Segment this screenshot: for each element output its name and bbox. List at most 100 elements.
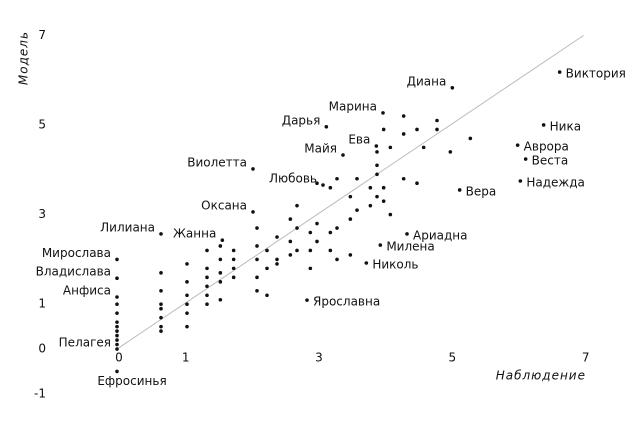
point-label: Любовь [269,172,317,186]
point-label: Милена [386,240,434,254]
point [159,324,163,329]
y-tick-label: 3 [38,207,46,221]
x-tick-label: 5 [449,351,457,365]
point [159,329,163,333]
point [364,261,369,265]
point [518,179,523,183]
point [159,288,163,293]
x-tick-label: 7 [582,351,590,365]
point [205,266,209,271]
point [185,280,189,284]
point [159,306,163,311]
point [265,248,269,253]
point [381,111,385,115]
point [341,153,345,157]
point [159,302,163,307]
point [255,244,259,248]
point-label: Ева [348,133,370,147]
point [450,85,455,90]
point [415,127,419,132]
y-tick-label: 0 [38,342,46,356]
point-label: Вера [466,184,497,198]
point-label: Диана [407,74,447,88]
point [541,123,546,127]
point [295,226,299,230]
point [159,271,163,275]
point [218,244,223,248]
point [381,185,386,190]
point [381,199,386,203]
point [315,239,319,244]
point [335,257,339,262]
point [348,217,353,221]
point [159,315,163,320]
point [468,136,473,141]
point [348,194,353,199]
point-label: Веста [532,154,569,168]
point [405,232,409,236]
point [185,324,189,329]
point [265,266,269,271]
point [265,293,269,298]
point [523,157,528,161]
point-label: Николь [372,257,418,271]
point [295,203,299,208]
point [457,188,462,192]
point [115,295,119,299]
point [348,253,353,257]
reference-line [116,34,584,350]
point [275,262,279,266]
point [115,324,119,329]
point-label: Ефросинья [97,374,166,388]
point [328,248,333,253]
point [557,70,562,74]
point-label: Майя [304,142,337,156]
x-tick-label: 3 [315,351,323,365]
point [381,127,386,132]
point [328,230,333,235]
point-label: Мирослава [42,246,111,260]
point [275,257,279,262]
point [328,185,333,190]
point [324,124,329,129]
point [251,210,255,214]
point [205,302,209,307]
point [288,253,293,257]
point [401,114,406,118]
point [255,288,259,293]
point [415,181,419,186]
point-label: Ярославна [313,295,380,309]
point [305,298,309,302]
point-label: Виолетта [187,155,247,169]
point [115,347,119,351]
point [218,257,223,262]
point [288,239,293,244]
point [335,226,339,230]
x-axis-title: Наблюдение [496,369,586,383]
point [231,248,236,253]
point [115,311,119,315]
point [185,293,189,298]
point [315,181,319,186]
point-label: Жанна [173,227,216,241]
point [375,194,379,199]
point [335,176,339,181]
point [218,280,223,284]
x-tick-label: 1 [182,351,190,365]
point [205,275,209,280]
point [435,127,439,132]
point-label: Дарья [282,113,321,127]
y-axis-title: Модель [17,31,31,85]
point [375,172,379,177]
point [355,176,359,181]
point [185,262,189,266]
point [231,275,236,280]
point [435,118,439,123]
point [115,302,119,307]
point [205,248,209,253]
point [374,144,379,148]
point-label: Виктория [566,67,626,81]
point [295,248,299,253]
point-label: Лилиана [100,220,155,234]
x-tick-label: 0 [115,351,123,365]
